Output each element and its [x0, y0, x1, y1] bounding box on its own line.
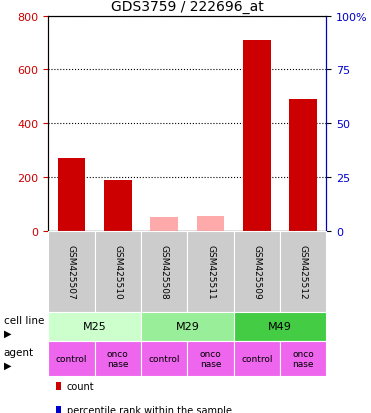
- Text: GSM425509: GSM425509: [252, 244, 262, 299]
- Bar: [289, 100, 317, 231]
- Bar: [104, 180, 132, 231]
- Text: GSM425511: GSM425511: [206, 244, 215, 299]
- Text: GSM425512: GSM425512: [299, 244, 308, 299]
- Bar: [197, 216, 224, 231]
- Text: cell line: cell line: [4, 316, 44, 325]
- Text: M29: M29: [175, 322, 199, 332]
- Bar: [243, 41, 271, 231]
- Text: percentile rank within the sample: percentile rank within the sample: [67, 405, 232, 413]
- Text: GSM425510: GSM425510: [113, 244, 122, 299]
- Text: GSM425508: GSM425508: [160, 244, 169, 299]
- Bar: [58, 159, 85, 231]
- Text: onco
nase: onco nase: [200, 349, 221, 368]
- Text: control: control: [56, 354, 87, 363]
- Text: count: count: [67, 381, 94, 391]
- Text: ▶: ▶: [4, 360, 11, 370]
- Title: GDS3759 / 222696_at: GDS3759 / 222696_at: [111, 0, 264, 14]
- Text: onco
nase: onco nase: [107, 349, 129, 368]
- Text: control: control: [241, 354, 273, 363]
- Text: M49: M49: [268, 322, 292, 332]
- Text: ▶: ▶: [4, 328, 11, 338]
- Text: M25: M25: [83, 322, 106, 332]
- Text: agent: agent: [4, 347, 34, 358]
- Bar: [150, 218, 178, 231]
- Text: GSM425507: GSM425507: [67, 244, 76, 299]
- Text: onco
nase: onco nase: [292, 349, 314, 368]
- Text: control: control: [148, 354, 180, 363]
